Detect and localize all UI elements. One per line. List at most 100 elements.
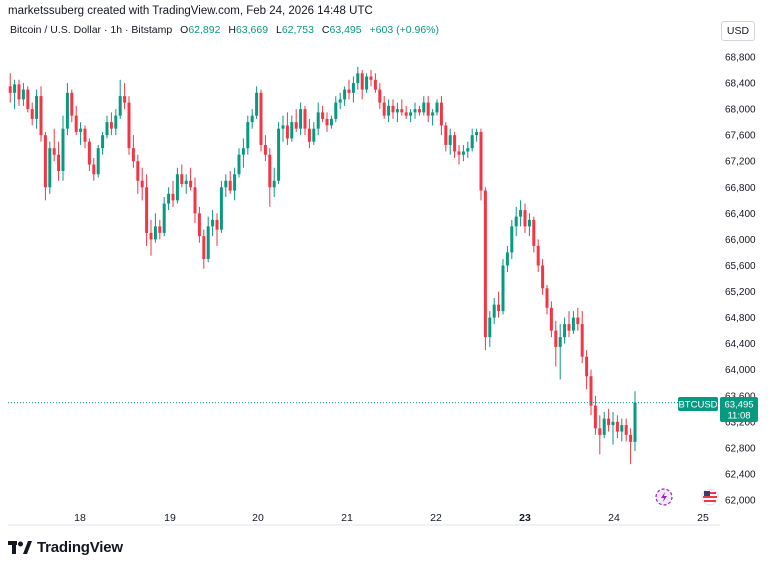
price-badge[interactable]: BTCUSD 63,495 11:08 xyxy=(678,397,758,422)
candle-body xyxy=(92,164,96,175)
y-tick-label: 62,400 xyxy=(725,469,756,480)
candle-body xyxy=(439,102,443,126)
candle-body xyxy=(153,226,157,240)
high-label: H xyxy=(228,24,236,36)
candle-body xyxy=(400,109,404,113)
symbol-legend: Bitcoin / U.S. Dollar · 1h · Bitstamp O6… xyxy=(10,24,439,36)
candle-body xyxy=(307,128,311,142)
y-tick-label: 68,000 xyxy=(725,105,756,116)
candle-body xyxy=(303,109,307,129)
y-tick-label: 65,600 xyxy=(725,261,756,272)
candle-body xyxy=(404,112,408,116)
candle-body xyxy=(43,135,47,188)
x-tick-label: 24 xyxy=(608,512,620,524)
candle-body xyxy=(519,210,523,217)
flag-stripe xyxy=(703,496,717,498)
candle-body xyxy=(312,128,316,142)
x-tick-label: 18 xyxy=(74,512,86,524)
tradingview-logo[interactable]: TradingView xyxy=(8,539,123,556)
candle-body xyxy=(448,135,452,145)
candle-body xyxy=(321,112,325,119)
candle-body xyxy=(206,226,210,259)
x-tick-label: 22 xyxy=(430,512,442,524)
candle-body xyxy=(215,219,219,230)
candle-body xyxy=(127,102,131,149)
candle-body xyxy=(61,128,65,172)
candle-body xyxy=(483,190,487,338)
candle-body xyxy=(501,265,505,312)
lightning-icon xyxy=(661,492,667,502)
dividend-event-icon[interactable] xyxy=(655,488,673,506)
y-tick-label: 67,200 xyxy=(725,157,756,168)
candle-body xyxy=(158,226,162,233)
x-tick-label: 25 xyxy=(697,512,709,524)
y-tick-label: 66,800 xyxy=(725,183,756,194)
y-tick-label: 62,800 xyxy=(725,443,756,454)
candle-body xyxy=(343,89,347,100)
candle-body xyxy=(347,89,351,93)
candle-body xyxy=(426,102,430,116)
candle-body xyxy=(558,337,562,347)
y-tick-label: 64,000 xyxy=(725,365,756,376)
us-flag-icon[interactable] xyxy=(701,488,719,506)
candle-body xyxy=(263,144,267,155)
candle-body xyxy=(514,216,518,227)
candle-body xyxy=(17,84,21,100)
candle-body xyxy=(365,76,369,90)
ticker-badge-label: BTCUSD xyxy=(678,400,717,411)
candle-body xyxy=(492,304,496,318)
candle-body xyxy=(268,154,272,188)
tradingview-mark-icon xyxy=(8,540,32,554)
candle-body xyxy=(184,180,188,185)
x-tick-label: 20 xyxy=(252,512,264,524)
candle-body xyxy=(444,125,448,145)
candle-body xyxy=(118,96,122,116)
candle-body xyxy=(52,148,56,155)
y-tick-label: 66,000 xyxy=(725,235,756,246)
candle-body xyxy=(48,148,52,188)
candle-body xyxy=(457,151,461,155)
candle-body xyxy=(382,102,386,116)
candle-body xyxy=(171,193,175,201)
candle-body xyxy=(290,122,294,139)
candle-body xyxy=(57,154,61,172)
y-tick-label: 63,200 xyxy=(725,417,756,428)
candle-body xyxy=(30,109,34,119)
candle-body xyxy=(101,135,105,149)
candle-body xyxy=(131,148,135,162)
y-tick-label: 68,400 xyxy=(725,79,756,90)
candle-body xyxy=(615,421,619,432)
candle-body xyxy=(202,236,206,259)
candle-body xyxy=(413,109,417,113)
candle-body xyxy=(563,324,567,338)
candle-body xyxy=(580,324,584,357)
candle-body xyxy=(536,245,540,266)
price-badge-countdown: 11:08 xyxy=(727,411,750,422)
candle-body xyxy=(35,96,39,119)
candle-body xyxy=(175,174,179,201)
candle-body xyxy=(373,79,377,90)
candle-body xyxy=(123,96,127,103)
y-tick-label: 64,800 xyxy=(725,313,756,324)
candle-body xyxy=(395,109,399,113)
currency-button[interactable]: USD xyxy=(721,21,755,41)
candle-body xyxy=(435,102,439,113)
candle-body xyxy=(96,148,100,175)
candle-body xyxy=(325,118,329,126)
candle-body xyxy=(294,122,298,129)
candle-body xyxy=(87,141,91,165)
tradingview-logo-text: TradingView xyxy=(37,539,123,556)
candle-body xyxy=(334,102,338,119)
candle-body xyxy=(241,148,245,155)
candle-body xyxy=(607,418,611,426)
candle-body xyxy=(197,213,201,237)
candle-body xyxy=(576,317,580,325)
open-label: O xyxy=(180,24,189,36)
candle-body xyxy=(277,128,281,181)
y-tick-label: 62,000 xyxy=(725,496,756,507)
candle-body xyxy=(567,324,571,331)
candle-body xyxy=(598,428,602,435)
x-tick-label: 23 xyxy=(519,512,531,524)
candle-body xyxy=(611,421,615,426)
